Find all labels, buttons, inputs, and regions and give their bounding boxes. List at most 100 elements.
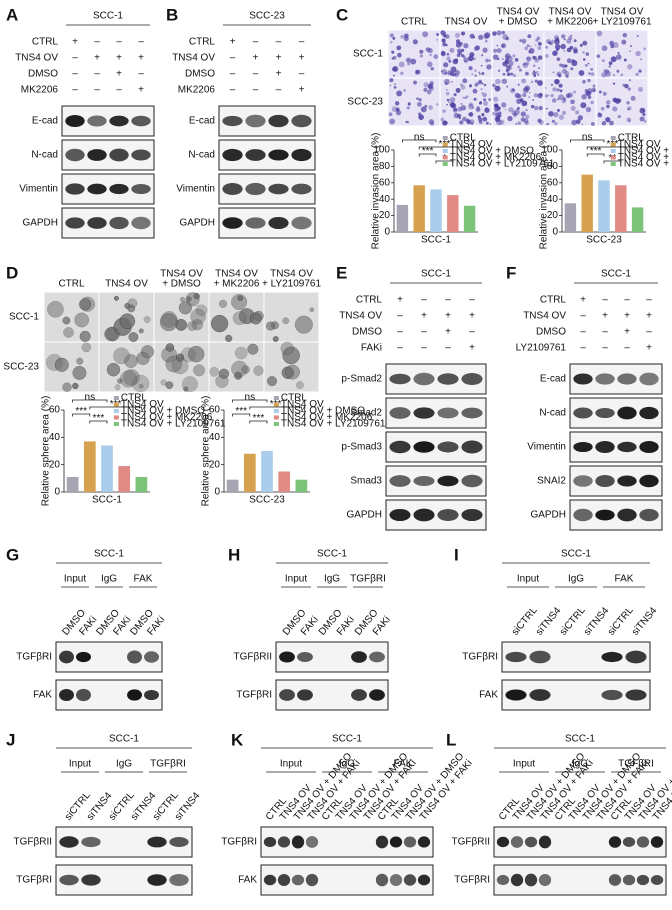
significance-bracket xyxy=(249,420,268,424)
blot-band xyxy=(625,689,647,701)
blot-label: FAK xyxy=(479,690,498,701)
micrograph-cell xyxy=(497,69,501,72)
micrograph-cell xyxy=(598,112,600,114)
micrograph-cell xyxy=(410,58,417,65)
bar xyxy=(631,207,644,232)
micrograph-cell xyxy=(626,101,630,105)
micrograph-cell xyxy=(481,54,484,57)
blot-band xyxy=(375,835,389,849)
y-tick-label: 40 xyxy=(547,194,559,205)
micrograph-cell xyxy=(272,336,279,343)
panel-letter: J xyxy=(6,730,15,749)
micrograph-cell xyxy=(570,99,575,105)
significance-bracket xyxy=(72,413,91,417)
micrograph-cell xyxy=(462,55,466,59)
micrograph-cell xyxy=(488,59,491,62)
micrograph-cell xyxy=(622,32,628,38)
micrograph-cell xyxy=(440,117,445,122)
micrograph-cell xyxy=(638,70,642,73)
column-label: TNS4 OV xyxy=(549,7,592,18)
micrograph-cell xyxy=(640,58,642,61)
micrograph-cell xyxy=(178,301,192,315)
blot-label: N-cad xyxy=(188,150,215,161)
micrograph-cell xyxy=(416,97,419,100)
legend-swatch xyxy=(113,396,119,400)
legend-label: CTRL xyxy=(281,393,308,404)
micrograph-cell xyxy=(508,60,514,66)
micrograph-cell xyxy=(420,106,427,113)
legend-swatch xyxy=(113,409,119,413)
micrograph-cell xyxy=(582,40,588,46)
lane-label: siTNS4 xyxy=(630,605,660,638)
micrograph-cell xyxy=(635,50,641,57)
condition-sign: – xyxy=(276,37,282,48)
micrograph-cell xyxy=(627,87,631,91)
micrograph-cell xyxy=(447,70,453,76)
micrograph-cell xyxy=(193,364,206,377)
column-label: TNS4 OV xyxy=(497,7,540,18)
micrograph-cell xyxy=(552,71,555,74)
blot-label: N-cad xyxy=(539,408,566,419)
micrograph-cell xyxy=(452,58,459,65)
blot-band xyxy=(389,407,411,419)
condition-label: FAKi xyxy=(361,343,382,354)
micrograph-cell xyxy=(450,80,453,83)
condition-sign: – xyxy=(469,327,475,338)
blot-band xyxy=(496,874,510,886)
blot-band xyxy=(639,474,659,488)
group-label: FAK xyxy=(394,759,413,770)
micrograph-cell xyxy=(553,111,559,118)
blot-band xyxy=(403,874,417,886)
micrograph-cell xyxy=(519,39,522,42)
blot-band xyxy=(127,650,142,664)
row-label: SCC-1 xyxy=(353,49,383,60)
micrograph-cell xyxy=(639,116,645,122)
column-label: TNS4 OV xyxy=(215,269,258,280)
blot-band xyxy=(573,508,593,522)
micrograph-cell xyxy=(548,111,554,117)
blot-band xyxy=(297,651,313,663)
condition-sign: + xyxy=(253,53,259,64)
micrograph-cell xyxy=(565,74,569,78)
micrograph-cell xyxy=(454,32,460,38)
x-axis-label: SCC-1 xyxy=(92,495,122,506)
y-tick-label: 60 xyxy=(209,405,221,416)
blot-band xyxy=(222,115,243,127)
micrograph-cell xyxy=(553,78,560,85)
micrograph-cell xyxy=(636,34,639,37)
blot-band xyxy=(617,475,637,487)
micrograph-cell xyxy=(405,120,408,123)
micrograph-cell xyxy=(389,84,392,87)
y-tick-label: 100 xyxy=(541,145,558,156)
micrograph-cell xyxy=(552,87,557,92)
micrograph-cell xyxy=(472,88,478,94)
condition-label: TNS4 OV xyxy=(172,53,215,64)
blot-band xyxy=(144,689,159,701)
panel-title: SCC-1 xyxy=(94,549,124,560)
condition-sign: – xyxy=(580,327,586,338)
blot-band xyxy=(109,216,129,230)
blot-band xyxy=(291,114,312,128)
condition-label: DMSO xyxy=(352,327,382,338)
micrograph-cell xyxy=(128,332,139,342)
blot-band xyxy=(245,149,266,161)
micrograph-cell xyxy=(590,100,594,105)
micrograph-cell xyxy=(627,64,633,70)
y-tick-label: 20 xyxy=(49,459,61,470)
significance-label: *** xyxy=(422,146,434,157)
group-label: IgG xyxy=(572,759,588,770)
micrograph-cell xyxy=(537,46,542,51)
blot-frame xyxy=(501,679,651,711)
condition-sign: + xyxy=(469,343,475,354)
micrograph-cell xyxy=(218,299,228,308)
micrograph-cell xyxy=(629,50,632,53)
micrograph-cell xyxy=(482,92,487,98)
micrograph-cell xyxy=(556,97,560,101)
blot-label: TGFβRII xyxy=(451,837,490,848)
micrograph-cell xyxy=(483,101,488,106)
blot-band xyxy=(245,217,266,229)
micrograph-cell xyxy=(555,37,560,42)
micrograph-cell xyxy=(465,118,471,123)
y-axis-label: Relative sphere area (%) xyxy=(201,396,212,507)
blot-label: FAK xyxy=(33,690,52,701)
